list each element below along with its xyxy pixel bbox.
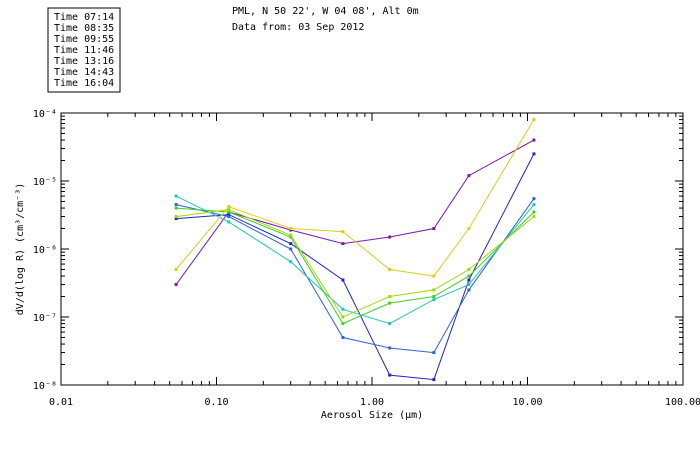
y-axis-label: dV/d(log R) (cm³/cm⁻³) [15,183,26,315]
x-tick-label: 0.10 [204,397,228,408]
data-point [467,283,471,287]
data-point [467,278,471,282]
series-line [175,139,535,285]
x-tick-label: 0.01 [49,397,73,408]
data-point [174,215,178,219]
data-point [227,208,231,212]
series-2 [174,197,536,355]
series-line [176,153,535,381]
y-tick-label: 10⁻⁷ [33,313,57,324]
series-line [175,119,535,277]
data-point [532,215,536,219]
data-point [227,205,231,209]
x-tick-label: 10.00 [512,397,542,408]
data-point [289,228,293,232]
chart-subtitle: Data from: 03 Sep 2012 [232,22,364,33]
data-point [532,203,536,207]
data-point [227,213,231,217]
data-point [467,274,471,278]
data-point [432,227,436,231]
series-6 [174,118,536,278]
y-tick-label: 10⁻⁶ [33,245,57,256]
data-point [341,335,345,339]
data-point [289,260,293,264]
legend-entry: Time 07:14 [54,12,114,23]
legend-entry: Time 16:04 [54,78,114,89]
series-4 [174,206,536,326]
data-point [388,322,392,326]
data-point [341,278,345,282]
data-point [227,215,231,219]
series-line [175,198,535,354]
data-point [289,235,293,239]
data-point [467,174,471,178]
data-point [341,322,345,326]
data-point [174,203,178,207]
legend-entry: Time 13:16 [54,56,114,67]
data-point [532,210,536,214]
data-point [289,242,293,246]
data-point [432,378,436,382]
y-tick-label: 10⁻⁸ [33,381,57,392]
y-tick-label: 10⁻⁴ [33,109,57,120]
data-point [388,295,392,299]
data-point [174,194,178,198]
data-point [432,295,436,299]
data-point [432,288,436,292]
data-point [432,351,436,355]
chart-title: PML, N 50 22', W 04 08', Alt 0m [232,6,419,17]
data-point [227,220,231,224]
data-point [432,274,436,278]
series-5 [174,208,536,319]
y-tick-label: 10⁻⁵ [33,177,57,188]
series-1 [174,152,536,382]
data-point [532,197,536,201]
series-layer [174,118,536,382]
legend-entry: Time 11:46 [54,45,114,56]
series-line [176,207,535,325]
axis-ticks [60,113,683,386]
data-point [341,242,345,246]
legend-entry: Time 14:43 [54,67,114,78]
series-3 [174,194,536,326]
data-point [289,233,293,237]
data-point [467,227,471,231]
x-tick-label: 100.00 [665,397,700,408]
data-point [532,152,536,156]
data-point [174,206,178,210]
series-line [175,195,535,325]
data-point [432,298,436,302]
data-point [388,235,392,239]
legend-box [47,7,121,93]
data-point [174,283,178,287]
data-point [341,230,345,234]
data-point [532,138,536,142]
data-point [467,288,471,292]
data-point [388,346,392,350]
data-point [227,210,231,214]
legend-entry: Time 09:55 [54,34,114,45]
data-point [388,301,392,305]
legend-entry: Time 08:35 [54,23,114,34]
data-point [388,373,392,377]
data-point [532,118,536,122]
data-point [289,247,293,251]
data-point [289,227,293,231]
data-point [341,307,345,311]
series-line [176,209,535,318]
x-axis-label: Aerosol Size (µm) [321,410,423,421]
data-point [174,217,178,221]
data-point [341,315,345,319]
data-point [388,267,392,271]
data-point [174,267,178,271]
data-point [467,267,471,271]
x-tick-label: 1.00 [360,397,384,408]
